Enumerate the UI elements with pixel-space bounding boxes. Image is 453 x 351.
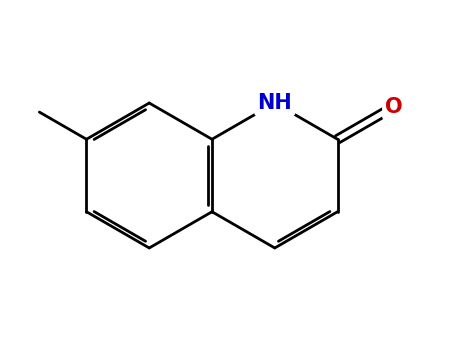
Text: O: O [385, 97, 403, 117]
Text: NH: NH [257, 93, 292, 113]
